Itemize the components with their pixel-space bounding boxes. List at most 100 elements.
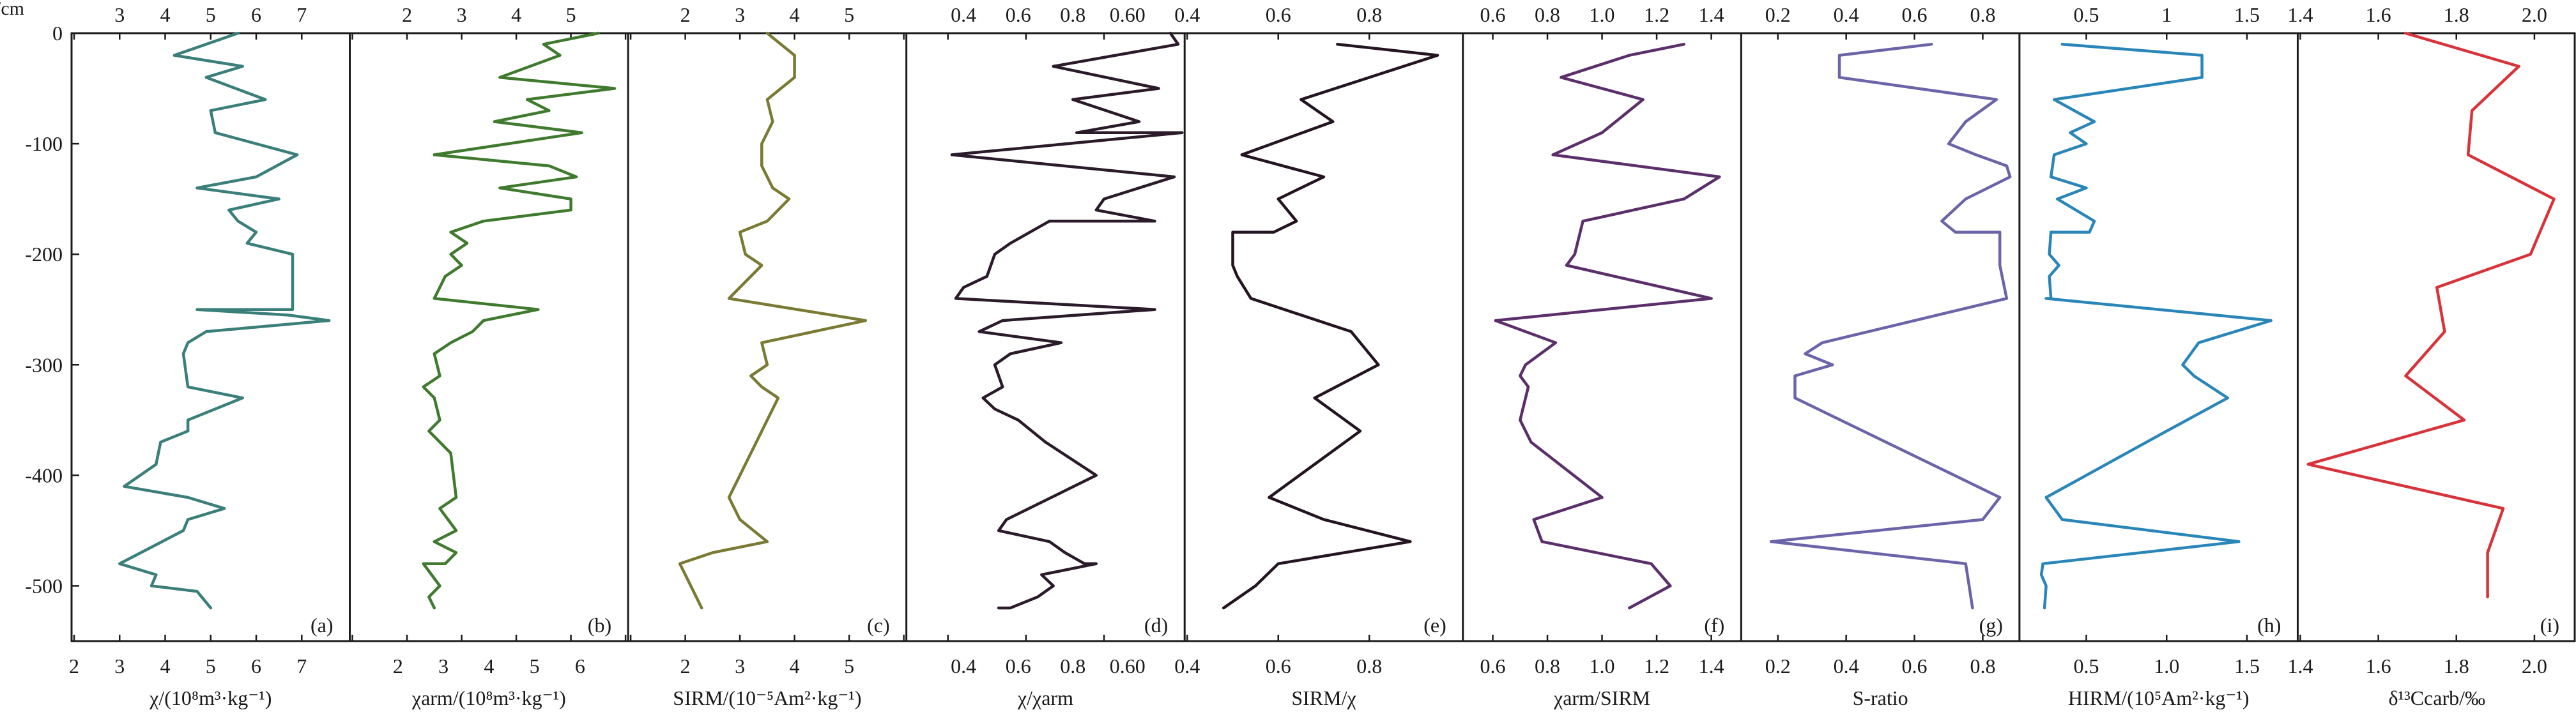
panel-label: (f): [1704, 614, 1724, 637]
x-tick-label-top: 7: [296, 3, 307, 26]
panel-a: 3 4 5 6 7 2 3 4 5 6 7 χ/(10⁸m³·kg⁻¹) (a): [69, 3, 334, 709]
x-tick-label-bottom: 0.60: [1110, 655, 1146, 677]
x-tick-label-bottom: 0.6: [1006, 655, 1031, 677]
series-line: [2039, 43, 2273, 610]
x-tick-label-bottom: 4: [790, 655, 800, 677]
x-tick-label-top: 4: [511, 3, 521, 26]
x-tick-label-bottom: 0.4: [1834, 655, 1859, 677]
x-tick-label-top: 2: [402, 3, 412, 26]
x-tick-label-bottom: 0.8: [1060, 655, 1085, 677]
x-tick-label-bottom: 2: [69, 655, 79, 677]
depth-tick-label: -100: [25, 132, 63, 155]
x-axis-label: δ¹³Ccarb/‰: [2388, 686, 2485, 709]
panel-label: (g): [1979, 614, 2003, 637]
panel-label: (i): [2540, 614, 2559, 637]
x-tick-label-top: 0.8: [1970, 3, 1995, 26]
panels-layer: 0 -100 -200 -300 -400 -500 3 4 5 6 7 2 3 4 5 6 7 χ/(10⁸m³…: [25, 3, 2576, 709]
x-tick-label-top: 4: [790, 3, 800, 26]
x-tick-label-bottom: 0.8: [1356, 655, 1382, 677]
x-tick-label-bottom: 5: [530, 655, 540, 677]
x-tick-label-bottom: 0.4: [951, 655, 976, 677]
panel-h: 0.5 1 1.5 0.5 1.0 1.5 HIRM/(10⁵Am²·kg⁻¹) (h): [2018, 3, 2281, 709]
panel-d: 0.4 0.6 0.8 0.60 0.4 0.6 0.8 0.60 χ/χarm (d): [905, 3, 1184, 709]
x-tick-label-top: 0.8: [1535, 3, 1560, 26]
x-tick-label-bottom: 1.4: [2287, 655, 2313, 677]
x-tick-label-bottom: 4: [484, 655, 494, 677]
x-tick-label-top: 3: [457, 3, 467, 26]
x-axis-label: χ/(10⁸m³·kg⁻¹): [149, 686, 272, 709]
x-tick-label-bottom: 1.0: [2154, 655, 2179, 677]
x-tick-label-top: 0.60: [1110, 3, 1146, 26]
x-tick-label-bottom: 0.6: [1902, 655, 1928, 677]
x-tick-label-top: 5: [844, 3, 854, 26]
x-tick-label-bottom: 3: [438, 655, 448, 677]
x-axis-label: χarm/SIRM: [1553, 686, 1650, 709]
x-tick-label-top: 1.4: [1699, 3, 1724, 26]
x-axis-label: S-ratio: [1853, 686, 1908, 709]
x-tick-label-bottom: 5: [844, 655, 854, 677]
x-tick-label-bottom: 2: [393, 655, 403, 677]
x-tick-label-top: 1.2: [1644, 3, 1669, 26]
panel-b: 2 3 4 5 2 3 4 5 6 χarm/(10⁸m³·kg⁻¹) (b): [349, 3, 627, 709]
x-tick-label-top: 1.8: [2444, 3, 2469, 26]
x-tick-label-bottom: 3: [114, 655, 125, 677]
panel-i: 1.4 1.6 1.8 2.0 1.4 1.6 1.8 2.0 δ¹³Ccarb/‰ (i): [2287, 3, 2559, 709]
series-line: [1494, 43, 1721, 610]
depth-tick-label: 0: [52, 22, 63, 45]
x-tick-label-top: 1.6: [2366, 3, 2391, 26]
x-tick-label-top: 5: [206, 3, 216, 26]
series-line: [1222, 43, 1439, 610]
x-tick-label-top: 1: [2161, 3, 2172, 26]
x-tick-label-top: 0.6: [1006, 3, 1031, 26]
panel-label: (e): [1423, 614, 1446, 637]
x-tick-label-bottom: 1.0: [1590, 655, 1615, 677]
x-tick-label-top: 4: [160, 3, 171, 26]
x-tick-label-top: 0.4: [1834, 3, 1859, 26]
series-line: [1769, 43, 2012, 610]
x-tick-label-bottom: 0.5: [2073, 655, 2099, 677]
x-tick-label-top: 1.4: [2287, 3, 2313, 26]
x-tick-label-top: 1.5: [2234, 3, 2260, 26]
x-tick-label-top: 0.8: [1356, 3, 1382, 26]
x-tick-label-bottom: 0.4: [1174, 655, 1200, 677]
x-tick-label-top: 0.4: [1174, 3, 1200, 26]
x-tick-label-bottom: 1.2: [1644, 655, 1669, 677]
x-tick-label-top: 0.5: [2073, 3, 2099, 26]
x-tick-label-bottom: 6: [251, 655, 261, 677]
x-tick-label-top: 0.6: [1266, 3, 1291, 26]
panel-label: (d): [1144, 614, 1168, 637]
x-tick-label-bottom: 2.0: [2522, 655, 2547, 677]
x-axis-label: χ/χarm: [1017, 686, 1073, 709]
x-axis-label: SIRM/χ: [1291, 686, 1356, 709]
x-tick-label-bottom: 4: [160, 655, 171, 677]
x-axis-label: HIRM/(10⁵Am²·kg⁻¹): [2068, 686, 2250, 709]
x-tick-label-top: 1.0: [1590, 3, 1615, 26]
x-tick-label-bottom: 1.6: [2366, 655, 2391, 677]
series-line: [118, 31, 331, 610]
depth-tick-label: -400: [25, 464, 63, 487]
panel-label: (a): [310, 614, 334, 637]
x-tick-label-bottom: 7: [296, 655, 307, 677]
x-tick-label-top: 0.2: [1765, 3, 1791, 26]
x-tick-label-top: 2: [680, 3, 691, 26]
panel-label: (b): [588, 614, 611, 637]
x-axis-label: SIRM/(10⁻⁵Am²·kg⁻¹): [673, 686, 861, 709]
depth-tick-label: -200: [25, 243, 63, 266]
x-tick-label-top: 0.6: [1902, 3, 1928, 26]
x-axis-label: χarm/(10⁸m³·kg⁻¹): [411, 686, 566, 709]
x-tick-label-top: 0.6: [1480, 3, 1506, 26]
x-tick-label-bottom: 0.6: [1480, 655, 1506, 677]
x-tick-label-bottom: 6: [575, 655, 585, 677]
x-tick-label-top: 3: [735, 3, 745, 26]
x-tick-label-top: 0.8: [1060, 3, 1085, 26]
series-line: [2306, 31, 2556, 599]
x-tick-label-bottom: 2: [680, 655, 691, 677]
x-tick-label-top: 5: [566, 3, 576, 26]
depth-tick-label: -300: [25, 353, 63, 376]
x-tick-label-bottom: 0.8: [1970, 655, 1995, 677]
x-tick-label-bottom: 0.8: [1535, 655, 1560, 677]
x-tick-label-top: 0.4: [951, 3, 976, 26]
panel-label: (c): [867, 614, 890, 637]
x-tick-label-top: 6: [251, 3, 261, 26]
